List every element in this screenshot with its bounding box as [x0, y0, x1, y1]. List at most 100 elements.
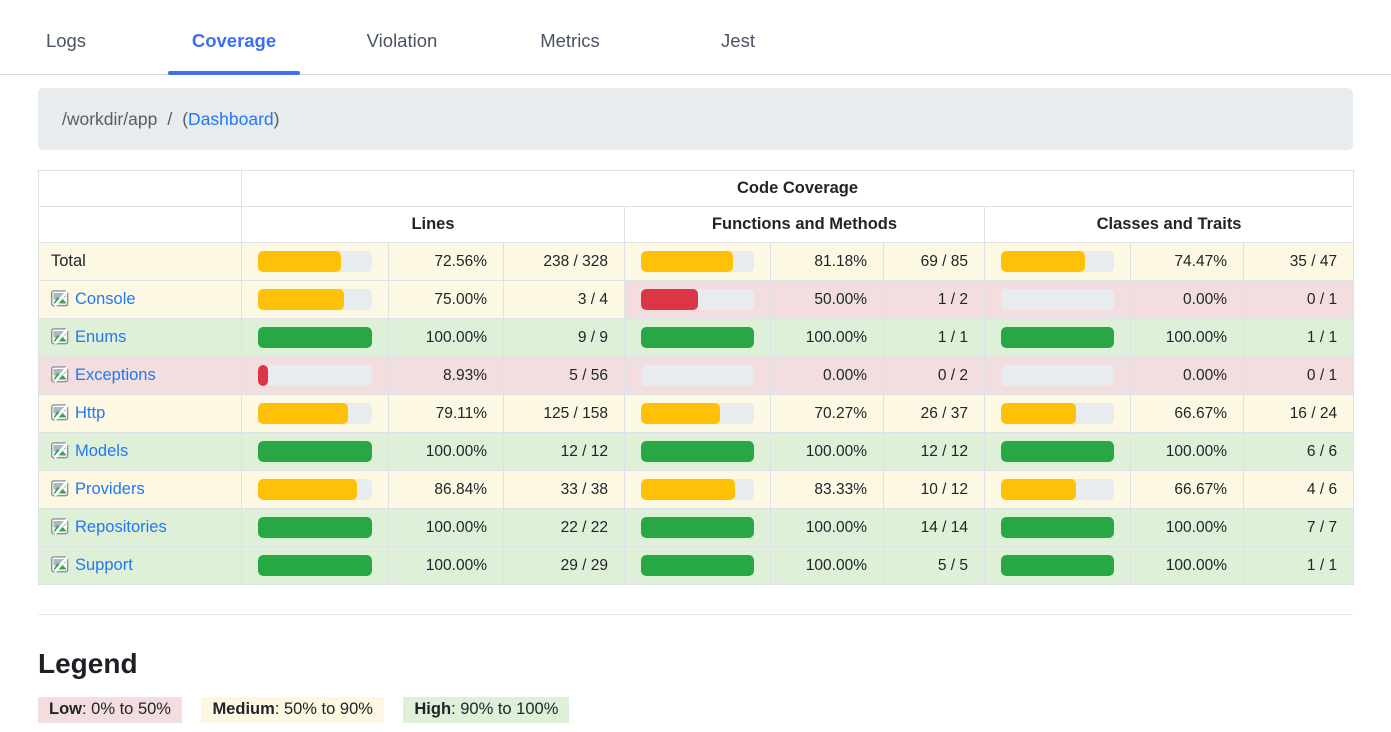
- main-content: /workdir/app / (Dashboard) Code Coverage…: [0, 88, 1391, 723]
- progress-bar: [258, 555, 372, 576]
- progress-track: [258, 441, 372, 462]
- broken-image-icon: [51, 328, 70, 345]
- legend: Low: 0% to 50% Medium: 50% to 90% High: …: [38, 697, 1353, 723]
- group-header-functions: Functions and Methods: [624, 206, 985, 243]
- progress-track: [258, 289, 372, 310]
- table-row: Providers 86.84% 33 / 38 83.33% 10 / 12 66.67…: [38, 470, 1355, 509]
- package-link[interactable]: Http: [75, 404, 106, 422]
- tab-violation[interactable]: Violation: [318, 0, 486, 74]
- progress-bar: [258, 251, 341, 272]
- fraction-value: 0 / 2: [883, 356, 985, 395]
- progress-track: [1001, 365, 1114, 386]
- fraction-value: 5 / 56: [503, 356, 625, 395]
- percent-value: 74.47%: [1130, 242, 1244, 281]
- progress-bar: [641, 403, 721, 424]
- percent-value: 0.00%: [770, 356, 884, 395]
- fraction-value: 7 / 7: [1242, 508, 1355, 547]
- fraction-value: 22 / 22: [503, 508, 625, 547]
- package-link[interactable]: Providers: [75, 480, 145, 498]
- broken-image-icon: [51, 442, 70, 459]
- fraction-value: 16 / 24: [1242, 394, 1355, 433]
- divider: [38, 614, 1353, 615]
- table-row: Models 100.00% 12 / 12 100.00% 12 / 12 100.00…: [38, 432, 1355, 471]
- progress-track: [1001, 441, 1114, 462]
- progress-bar: [641, 479, 736, 500]
- package-link[interactable]: Support: [75, 556, 133, 574]
- broken-image-icon: [51, 480, 70, 497]
- progress-track: [641, 441, 754, 462]
- percent-value: 79.11%: [388, 394, 504, 433]
- progress-track: [258, 327, 372, 348]
- fraction-value: 1 / 2: [883, 280, 985, 319]
- package-link[interactable]: Enums: [75, 328, 127, 346]
- percent-value: 100.00%: [388, 508, 504, 547]
- progress-track: [1001, 555, 1114, 576]
- legend-item-low: Low: 0% to 50%: [38, 697, 182, 723]
- fraction-value: 1 / 1: [883, 318, 985, 357]
- progress-bar: [258, 365, 269, 386]
- percent-value: 100.00%: [1130, 432, 1244, 471]
- percent-value: 100.00%: [1130, 546, 1244, 585]
- progress-bar: [641, 289, 698, 310]
- table-title: Code Coverage: [240, 170, 1355, 207]
- fraction-value: 238 / 328: [503, 242, 625, 281]
- progress-bar: [258, 403, 349, 424]
- percent-value: 83.33%: [770, 470, 884, 509]
- legend-title: Legend: [38, 648, 138, 679]
- broken-image-icon: [51, 366, 70, 383]
- open-paren: (: [182, 108, 189, 129]
- percent-value: 70.27%: [770, 394, 884, 433]
- percent-value: 100.00%: [770, 318, 884, 357]
- progress-bar: [1001, 403, 1077, 424]
- percent-value: 0.00%: [1130, 356, 1244, 395]
- package-link[interactable]: Repositories: [75, 518, 167, 536]
- package-link[interactable]: Models: [75, 442, 129, 460]
- table-row: Exceptions 8.93% 5 / 56 0.00% 0 / 2 0.00% 0 / …: [38, 356, 1355, 395]
- package-link[interactable]: Exceptions: [75, 366, 156, 384]
- dashboard-link[interactable]: Dashboard: [188, 108, 274, 129]
- broken-image-icon: [51, 404, 70, 421]
- progress-track: [1001, 251, 1114, 272]
- progress-bar: [258, 517, 372, 538]
- progress-bar: [258, 479, 357, 500]
- table-row: Console 75.00% 3 / 4 50.00% 1 / 2 0.00% 0 / 1: [38, 280, 1355, 319]
- fraction-value: 5 / 5: [883, 546, 985, 585]
- broken-image-icon: [51, 556, 70, 573]
- progress-track: [641, 289, 754, 310]
- table-row: Total 72.56% 238 / 328 81.18% 69 / 85 74.47% 3…: [38, 242, 1355, 281]
- empty-header-cell: [38, 206, 242, 243]
- progress-track: [258, 251, 372, 272]
- progress-track: [258, 365, 372, 386]
- progress-track: [641, 555, 754, 576]
- progress-bar: [1001, 441, 1114, 462]
- fraction-value: 125 / 158: [503, 394, 625, 433]
- percent-value: 0.00%: [1130, 280, 1244, 319]
- fraction-value: 29 / 29: [503, 546, 625, 585]
- progress-bar: [1001, 251, 1086, 272]
- percent-value: 100.00%: [388, 432, 504, 471]
- percent-value: 86.84%: [388, 470, 504, 509]
- progress-track: [258, 555, 372, 576]
- fraction-value: 35 / 47: [1242, 242, 1355, 281]
- close-paren: ): [273, 108, 280, 129]
- percent-value: 81.18%: [770, 242, 884, 281]
- progress-track: [1001, 403, 1114, 424]
- coverage-table: Code Coverage Lines Functions and Method…: [38, 170, 1355, 585]
- package-link[interactable]: Console: [75, 290, 136, 308]
- progress-track: [641, 251, 754, 272]
- progress-track: [1001, 289, 1114, 310]
- tab-coverage[interactable]: Coverage: [150, 0, 318, 74]
- fraction-value: 26 / 37: [883, 394, 985, 433]
- progress-bar: [641, 555, 754, 576]
- fraction-value: 12 / 12: [503, 432, 625, 471]
- progress-bar: [258, 289, 344, 310]
- progress-track: [641, 327, 754, 348]
- tab-logs[interactable]: Logs: [0, 0, 150, 74]
- tab-jest[interactable]: Jest: [654, 0, 822, 74]
- tab-metrics[interactable]: Metrics: [486, 0, 654, 74]
- fraction-value: 69 / 85: [883, 242, 985, 281]
- progress-track: [1001, 479, 1114, 500]
- progress-track: [641, 403, 754, 424]
- fraction-value: 14 / 14: [883, 508, 985, 547]
- percent-value: 72.56%: [388, 242, 504, 281]
